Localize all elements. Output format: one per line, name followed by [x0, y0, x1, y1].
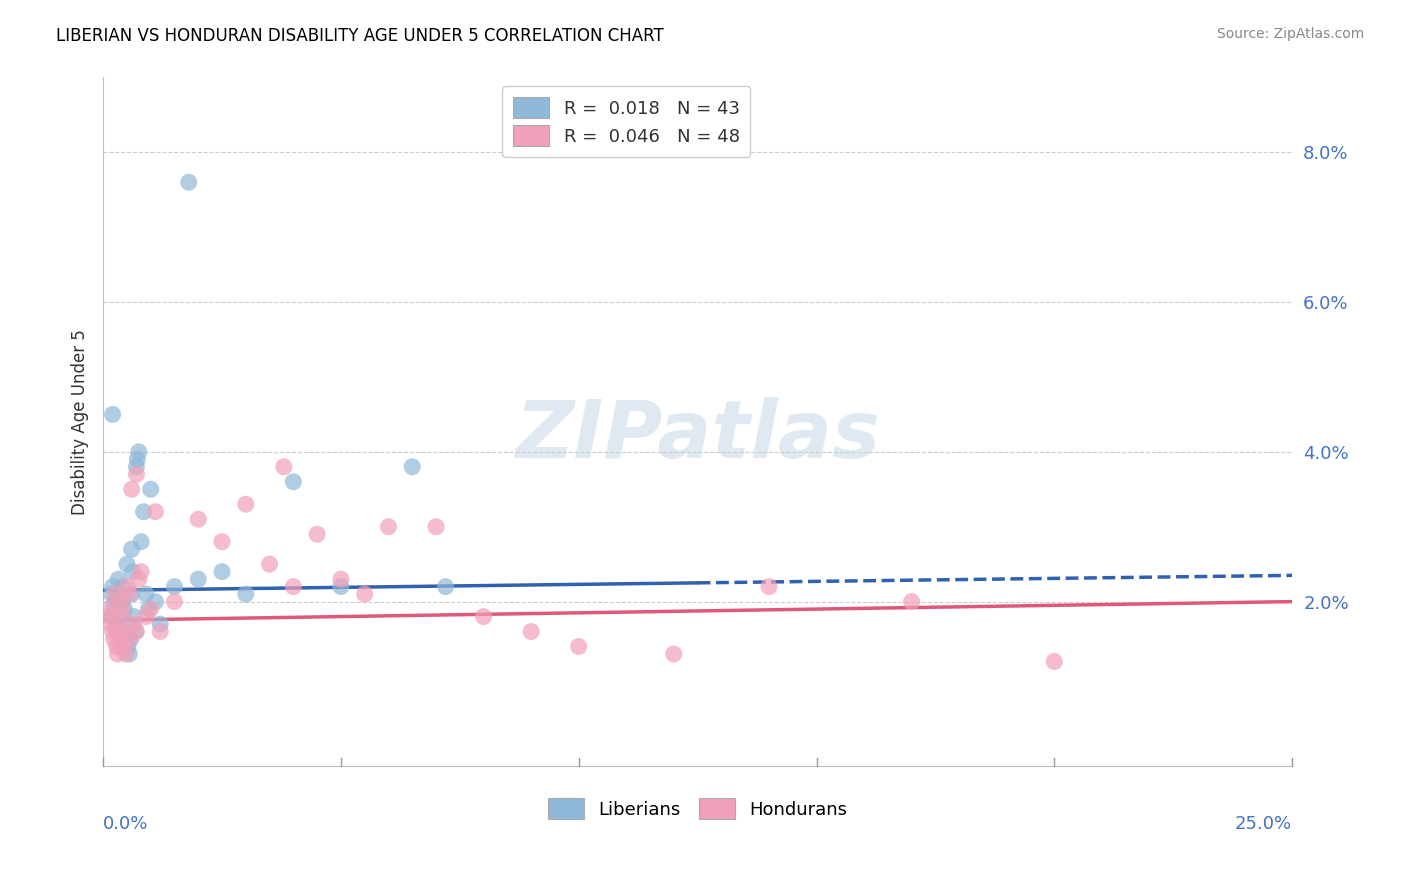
Point: [120, 632, 142, 646]
Point: [122, 617, 145, 632]
Point: [98, 609, 121, 624]
Point: [139, 602, 162, 616]
Point: [136, 602, 159, 616]
Point: [425, 519, 447, 533]
Point: [97, 602, 120, 616]
Point: [98, 617, 121, 632]
Point: [568, 640, 591, 654]
Point: [115, 647, 138, 661]
Point: [259, 557, 281, 571]
Point: [118, 587, 141, 601]
Point: [121, 483, 143, 497]
Point: [283, 580, 305, 594]
Point: [104, 594, 127, 608]
Point: [662, 647, 685, 661]
Point: [125, 459, 148, 474]
Point: [1043, 655, 1066, 669]
Point: [129, 565, 152, 579]
Point: [283, 475, 305, 489]
Point: [105, 640, 128, 654]
Point: [211, 534, 233, 549]
Point: [121, 587, 143, 601]
Point: [145, 505, 167, 519]
Point: [149, 617, 172, 632]
Point: [329, 572, 352, 586]
Point: [108, 632, 131, 646]
Point: [108, 594, 131, 608]
Point: [125, 467, 148, 482]
Point: [108, 632, 131, 646]
Point: [103, 602, 125, 616]
Point: [107, 624, 129, 639]
Point: [125, 624, 148, 639]
Y-axis label: Disability Age Under 5: Disability Age Under 5: [72, 329, 89, 515]
Point: [103, 632, 125, 646]
Point: [110, 609, 132, 624]
Point: [100, 609, 122, 624]
Point: [187, 572, 209, 586]
Point: [115, 557, 138, 571]
Point: [128, 572, 150, 586]
Point: [307, 527, 329, 541]
Point: [121, 565, 143, 579]
Legend: Liberians, Hondurans: Liberians, Hondurans: [541, 791, 855, 826]
Point: [121, 542, 143, 557]
Point: [128, 445, 150, 459]
Point: [114, 602, 136, 616]
Point: [112, 580, 135, 594]
Point: [235, 587, 257, 601]
Text: 25.0%: 25.0%: [1234, 814, 1292, 832]
Point: [101, 580, 124, 594]
Point: [145, 594, 167, 608]
Point: [149, 624, 172, 639]
Point: [353, 587, 375, 601]
Point: [434, 580, 457, 594]
Point: [107, 572, 129, 586]
Point: [129, 534, 152, 549]
Point: [139, 483, 162, 497]
Text: Source: ZipAtlas.com: Source: ZipAtlas.com: [1216, 27, 1364, 41]
Text: ZIPatlas: ZIPatlas: [515, 397, 880, 475]
Text: 0.0%: 0.0%: [103, 814, 149, 832]
Point: [401, 459, 423, 474]
Point: [235, 497, 257, 511]
Point: [105, 624, 128, 639]
Point: [115, 624, 138, 639]
Point: [118, 647, 141, 661]
Point: [329, 580, 352, 594]
Point: [105, 617, 128, 632]
Point: [377, 519, 399, 533]
Point: [900, 594, 922, 608]
Point: [112, 640, 135, 654]
Point: [163, 580, 186, 594]
Point: [104, 587, 127, 601]
Point: [132, 505, 155, 519]
Point: [110, 609, 132, 624]
Text: LIBERIAN VS HONDURAN DISABILITY AGE UNDER 5 CORRELATION CHART: LIBERIAN VS HONDURAN DISABILITY AGE UNDE…: [56, 27, 664, 45]
Point: [758, 580, 780, 594]
Point: [273, 459, 295, 474]
Point: [135, 587, 157, 601]
Point: [118, 632, 141, 646]
Point: [187, 512, 209, 526]
Point: [100, 587, 122, 601]
Point: [122, 609, 145, 624]
Point: [124, 624, 146, 639]
Point: [472, 609, 495, 624]
Point: [105, 647, 128, 661]
Point: [101, 624, 124, 639]
Point: [163, 594, 186, 608]
Point: [111, 594, 134, 608]
Point: [111, 602, 134, 616]
Point: [127, 452, 149, 467]
Point: [117, 640, 139, 654]
Point: [177, 175, 200, 189]
Point: [135, 609, 157, 624]
Point: [211, 565, 233, 579]
Point: [520, 624, 543, 639]
Point: [115, 580, 138, 594]
Point: [101, 408, 124, 422]
Point: [114, 624, 136, 639]
